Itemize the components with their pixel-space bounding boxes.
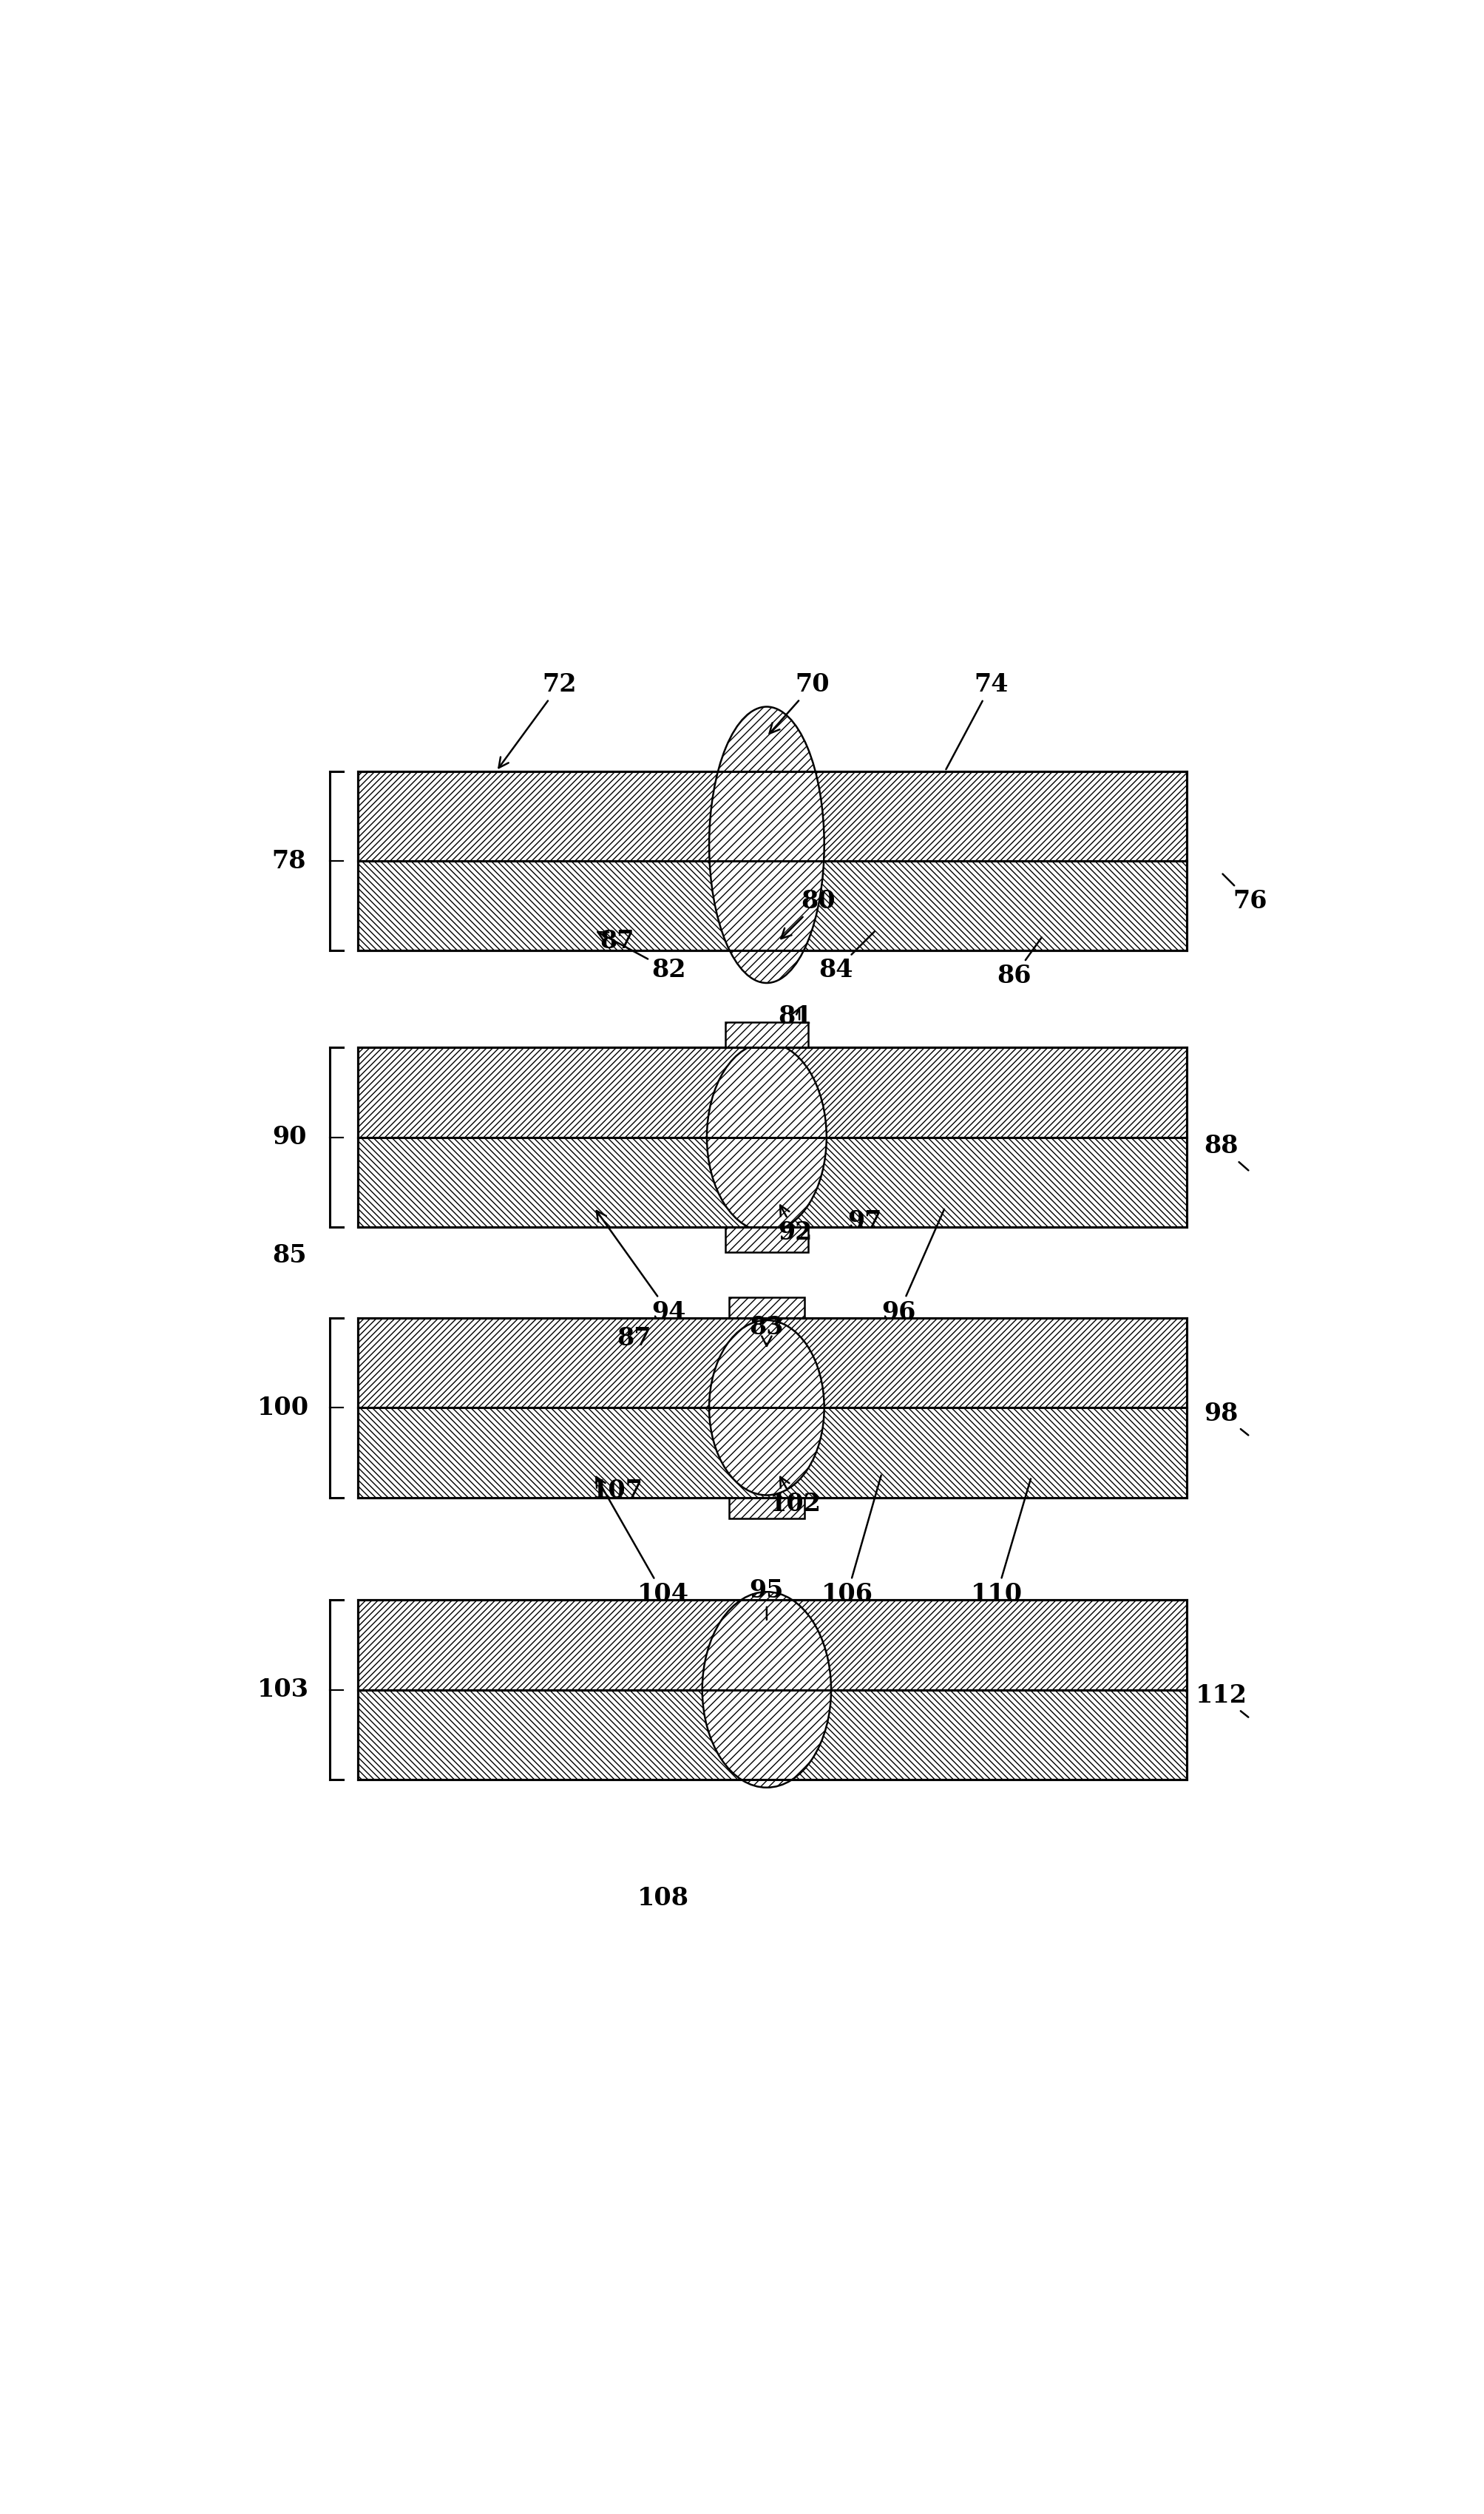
Text: 80: 80 (781, 890, 835, 938)
Text: 96: 96 (881, 1209, 944, 1325)
Text: 103: 103 (257, 1677, 309, 1702)
Bar (729, 1297, 804, 1317)
Text: 86: 86 (996, 938, 1042, 988)
Text: 104: 104 (597, 1476, 689, 1606)
Ellipse shape (706, 1043, 827, 1232)
Text: 94: 94 (597, 1212, 686, 1325)
Text: 76: 76 (1221, 875, 1266, 913)
Bar (358, 1048, 1186, 1136)
Bar (358, 1599, 1186, 1689)
Text: 81: 81 (778, 1003, 812, 1028)
Text: 110: 110 (971, 1478, 1030, 1606)
Text: 88: 88 (1204, 1134, 1248, 1172)
Text: 98: 98 (1204, 1400, 1248, 1435)
Bar (358, 1136, 1186, 1227)
Text: 87: 87 (600, 930, 634, 953)
Text: 83: 83 (749, 1315, 784, 1345)
Bar (724, 1023, 807, 1048)
Bar (358, 1408, 1186, 1498)
Bar (358, 860, 1186, 950)
Text: 97: 97 (847, 1209, 881, 1234)
Text: 70: 70 (769, 674, 830, 734)
Text: 92: 92 (778, 1204, 812, 1244)
Text: 72: 72 (499, 674, 576, 767)
Bar (729, 1498, 804, 1518)
Text: 112: 112 (1195, 1684, 1248, 1717)
Bar (358, 1136, 1186, 1227)
Bar (358, 1599, 1186, 1689)
Text: 106: 106 (821, 1476, 880, 1606)
Bar (358, 1048, 1186, 1136)
Bar (358, 1317, 1186, 1408)
Text: 95: 95 (749, 1579, 784, 1619)
Bar (358, 772, 1186, 860)
Text: 78: 78 (272, 850, 306, 872)
Text: 82: 82 (598, 933, 686, 983)
Bar (358, 772, 1186, 860)
Text: 100: 100 (257, 1395, 309, 1420)
Text: 74: 74 (945, 674, 1008, 769)
Text: 87: 87 (617, 1327, 651, 1350)
Bar (358, 1317, 1186, 1408)
Ellipse shape (709, 706, 824, 983)
Bar (358, 1689, 1186, 1780)
Ellipse shape (702, 1591, 831, 1787)
Text: 108: 108 (637, 1886, 689, 1911)
Bar (358, 860, 1186, 950)
Text: 90: 90 (272, 1124, 306, 1149)
Text: 107: 107 (591, 1478, 643, 1503)
Text: 85: 85 (272, 1244, 306, 1267)
Text: 102: 102 (769, 1476, 821, 1516)
Ellipse shape (709, 1320, 824, 1496)
Bar (358, 1689, 1186, 1780)
Bar (358, 1408, 1186, 1498)
Text: 84: 84 (818, 933, 874, 983)
Bar (724, 1227, 807, 1252)
